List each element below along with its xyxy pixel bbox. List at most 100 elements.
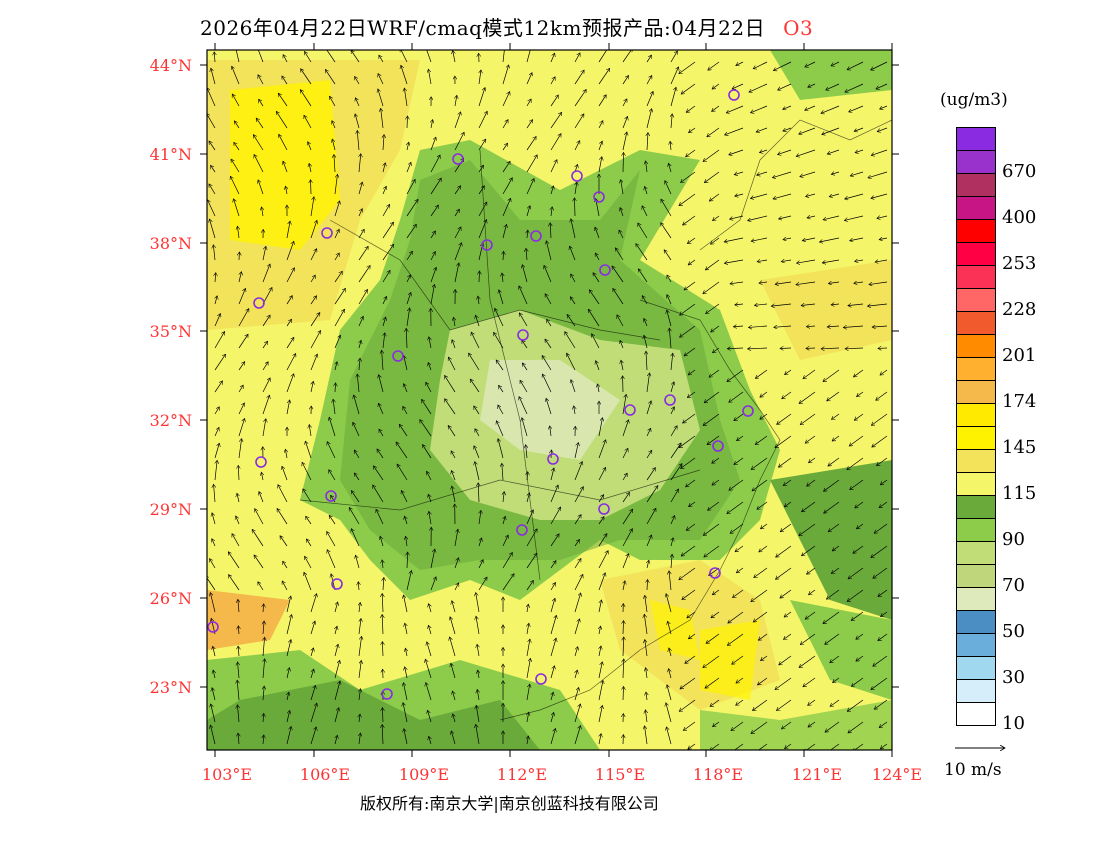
wind-vector — [262, 207, 263, 217]
wind-vector — [502, 92, 510, 107]
wind-vector — [213, 245, 215, 261]
wind-vector — [824, 501, 840, 513]
wind-vector — [451, 451, 456, 459]
wind-vector — [359, 602, 360, 613]
wind-vector — [430, 155, 440, 173]
wind-vector — [710, 699, 720, 707]
wind-vector — [622, 492, 630, 503]
wind-vector — [680, 303, 696, 315]
wind-vector — [880, 479, 888, 485]
wind-vector — [238, 626, 239, 635]
wind-vector — [474, 446, 480, 459]
wind-vector — [679, 435, 696, 448]
wind-vector — [310, 703, 317, 723]
wind-vector — [644, 318, 648, 327]
wind-vector — [211, 704, 216, 723]
wind-vector — [238, 662, 239, 679]
colorbar-swatch — [957, 289, 995, 312]
wind-vector — [848, 721, 864, 733]
wind-vector — [355, 76, 360, 85]
wind-vector — [757, 677, 768, 685]
colorbar-swatch — [957, 680, 995, 703]
wind-vector — [575, 182, 577, 195]
wind-vector — [252, 135, 264, 151]
wind-vector — [286, 296, 293, 305]
wind-vector — [376, 509, 384, 525]
wind-vector — [622, 75, 629, 85]
colorbar-swatch — [957, 611, 995, 634]
wind-vector — [803, 369, 816, 379]
wind-vector — [819, 237, 840, 242]
wind-vector — [551, 207, 552, 217]
colorbar-label: 400 — [1002, 207, 1037, 228]
lon-label: 124°E — [871, 765, 923, 784]
wind-vector — [453, 51, 455, 63]
wind-vector — [283, 561, 288, 569]
wind-vector — [808, 457, 816, 463]
wind-vector — [683, 721, 696, 730]
colorbar-label: 145 — [1002, 437, 1037, 458]
wind-vector — [237, 226, 239, 239]
wind-vector — [422, 399, 432, 415]
wind-vector — [707, 127, 720, 137]
wind-vector — [478, 165, 484, 173]
wind-vector — [430, 231, 436, 239]
wind-vector — [752, 479, 768, 491]
wind-vector — [334, 335, 340, 349]
wind-vector — [214, 314, 220, 327]
wind-vector — [406, 199, 418, 217]
wind-vector — [876, 83, 888, 89]
wind-vector — [796, 281, 816, 285]
wind-vector — [526, 580, 533, 591]
colorbar-swatch — [957, 174, 995, 197]
wind-vector — [302, 462, 312, 481]
wind-vector — [598, 157, 602, 173]
wind-vector — [452, 486, 456, 503]
wind-vector — [329, 96, 336, 107]
wind-vector — [503, 516, 505, 525]
wind-vector — [478, 139, 487, 151]
wind-vector — [522, 363, 528, 371]
wind-vector — [262, 341, 268, 349]
wind-vector — [825, 721, 840, 732]
wind-vector — [451, 471, 456, 481]
wind-vector — [751, 721, 768, 734]
wind-vector — [498, 439, 504, 459]
wind-vector — [759, 545, 768, 552]
wind-vector — [213, 646, 215, 657]
wind-vector — [799, 655, 816, 668]
wind-vector — [476, 616, 480, 635]
wind-vector — [783, 479, 792, 486]
colorbar-swatch — [957, 427, 995, 450]
wind-vector — [598, 95, 607, 107]
wind-vector — [688, 259, 696, 265]
wind-vector — [359, 154, 361, 173]
wind-vector — [598, 600, 601, 613]
wind-vector — [620, 208, 624, 217]
lat-label: 35°N — [149, 322, 192, 341]
wind-vector — [478, 111, 487, 129]
wind-vector — [830, 699, 840, 706]
wind-vector — [502, 178, 512, 195]
title-text: 2026年04月22日WRF/cmaq模式12km预报产品:04月22日 — [200, 16, 766, 40]
colorbar-label: 70 — [1002, 575, 1025, 596]
wind-vector — [799, 523, 816, 536]
wind-vector — [542, 374, 552, 393]
wind-vector — [262, 315, 270, 327]
wind-vector — [310, 727, 316, 745]
colorbar-swatch — [957, 151, 995, 174]
wind-vector — [522, 418, 528, 437]
wind-vector — [879, 501, 888, 508]
wind-vector — [873, 655, 888, 666]
wind-vector — [285, 449, 287, 459]
station-marker — [392, 350, 404, 362]
wind-vector — [599, 626, 601, 635]
wind-vector — [622, 420, 629, 437]
wind-vector — [329, 417, 336, 437]
wind-vector — [753, 611, 768, 622]
wind-vector — [617, 315, 624, 327]
wind-vector — [679, 193, 696, 206]
wind-vector — [209, 559, 216, 569]
wind-vector — [302, 489, 312, 503]
wind-vector — [213, 670, 215, 679]
